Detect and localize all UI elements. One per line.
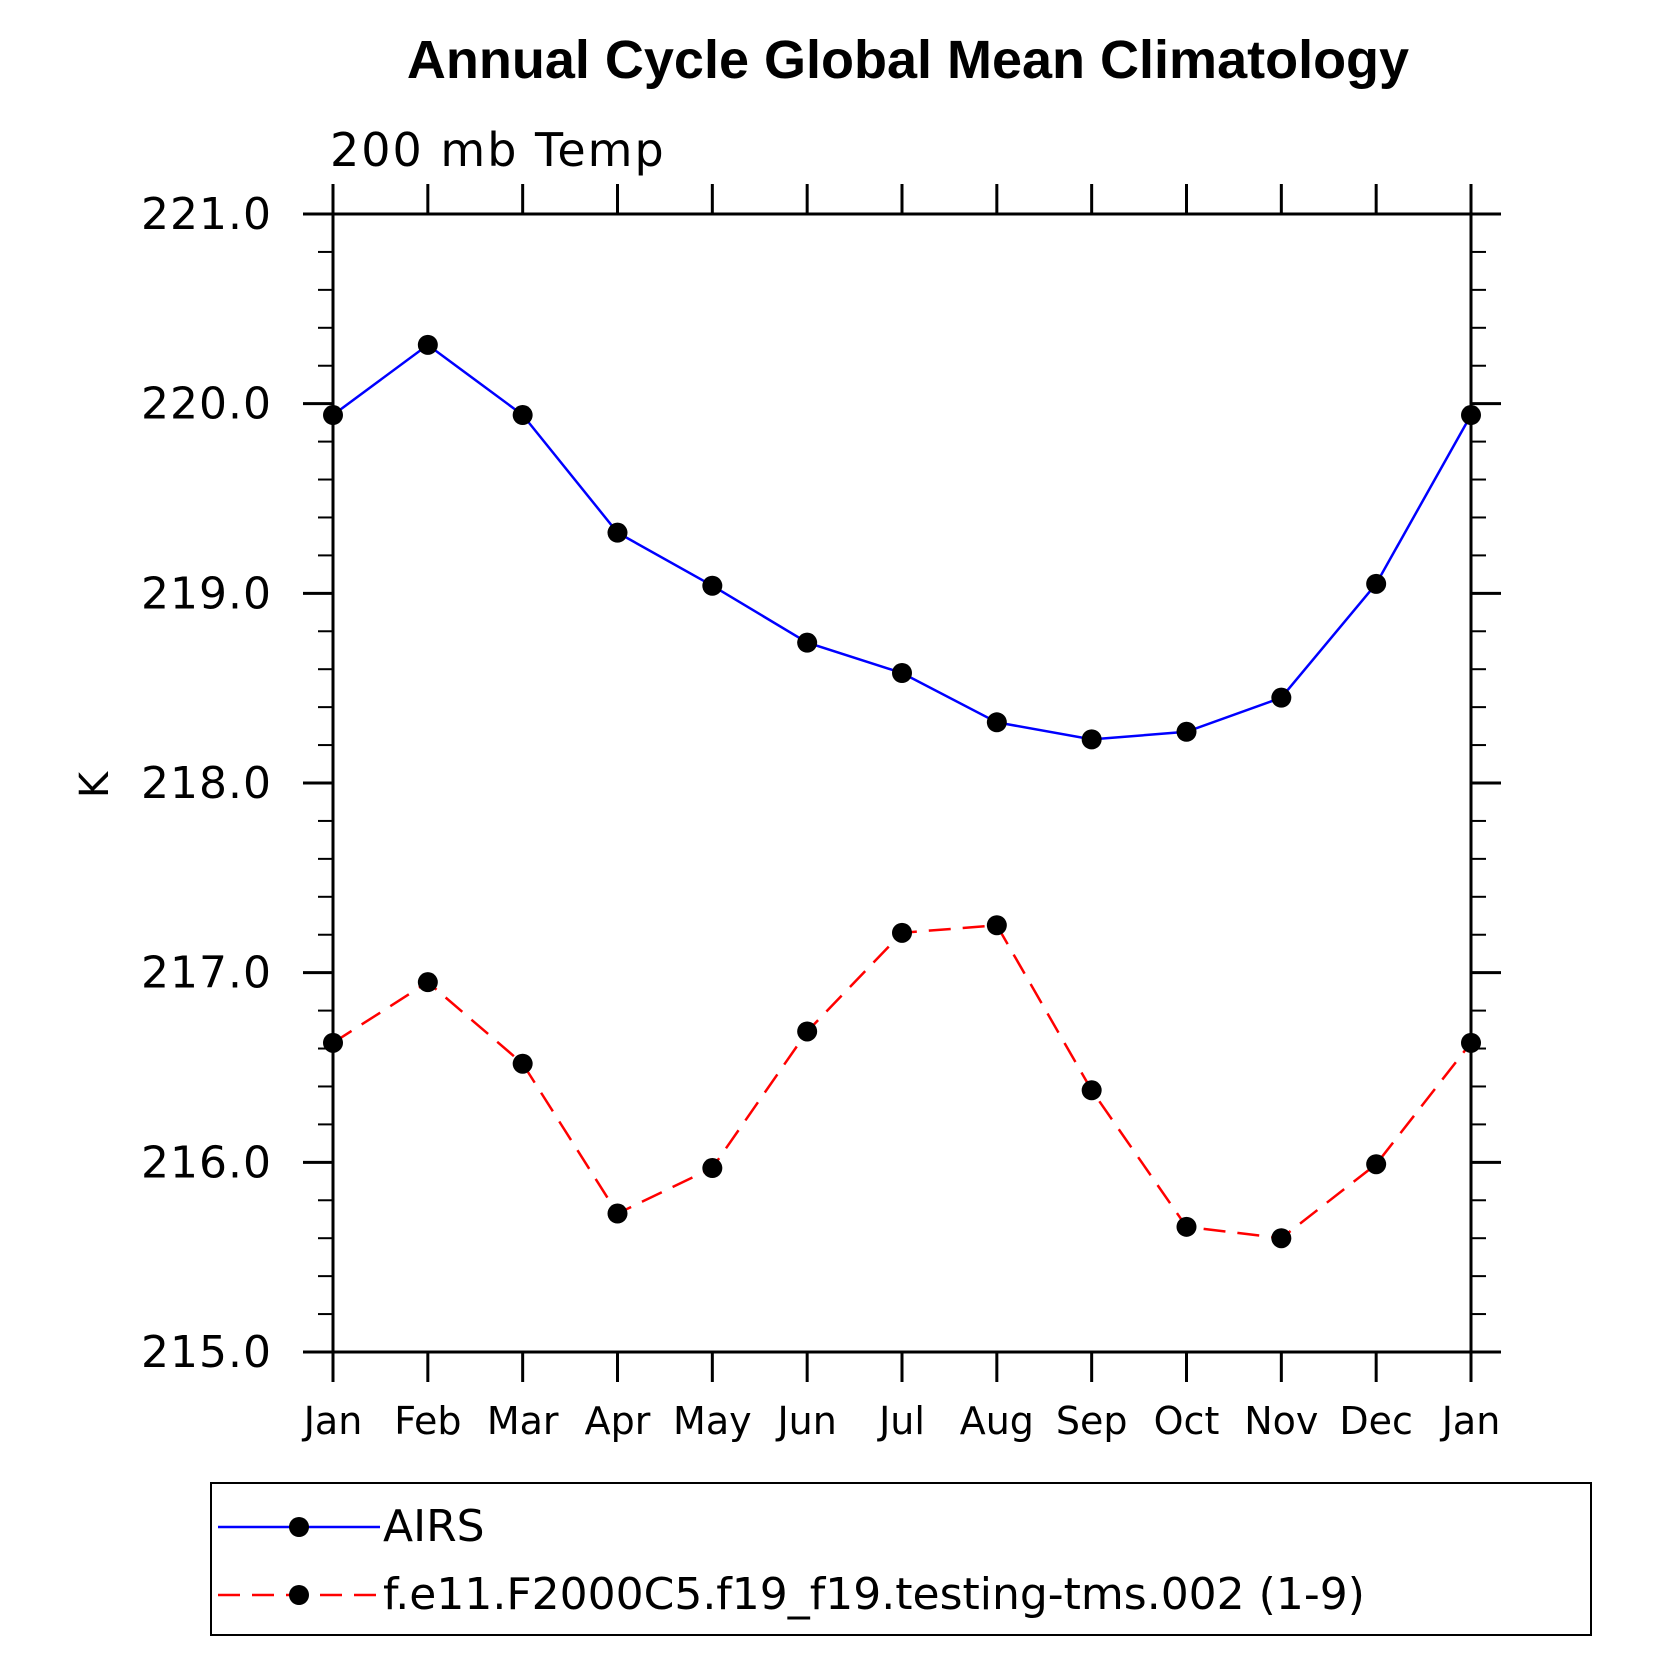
chart-title: Annual Cycle Global Mean Climatology [407, 30, 1409, 90]
data-point-0 [512, 405, 533, 426]
data-point-1 [1461, 1032, 1481, 1053]
x-tick-label: Jul [877, 1399, 925, 1443]
x-tick-label: Sep [1056, 1399, 1128, 1443]
y-tick-label: 220.0 [141, 379, 272, 430]
data-point-0 [1081, 729, 1102, 750]
data-point-0 [417, 334, 438, 355]
data-point-1 [1176, 1216, 1197, 1237]
legend-marker-airs [289, 1517, 309, 1537]
data-point-1 [512, 1053, 533, 1074]
data-point-1 [797, 1021, 818, 1042]
data-point-0 [702, 575, 723, 596]
chart-subtitle: 200 mb Temp [330, 123, 666, 177]
x-tick-labels: Jan Feb Mar Apr May Jun Jul Aug Sep Oct Nov Dec Jan [302, 1399, 1501, 1443]
x-tick-label: Mar [487, 1399, 559, 1443]
x-tick-label: Nov [1244, 1399, 1318, 1443]
legend-marker-model [289, 1585, 309, 1605]
plot-frame [331, 212, 1473, 1354]
x-tick-label: Feb [394, 1399, 461, 1443]
data-point-0 [797, 632, 818, 653]
data-point-0 [986, 712, 1007, 733]
legend-label-model: f.e11.F2000C5.f19_f19.testing-tms.002 (1… [383, 1569, 1365, 1620]
data-point-0 [323, 405, 343, 426]
y-tick-label: 215.0 [141, 1327, 272, 1378]
y-tick-label: 216.0 [141, 1137, 272, 1188]
data-point-0 [1271, 687, 1292, 708]
y-tick-label: 221.0 [141, 189, 272, 240]
data-point-1 [417, 972, 438, 993]
x-tick-label: Apr [585, 1399, 651, 1443]
data-point-1 [702, 1158, 723, 1179]
data-point-1 [1366, 1154, 1387, 1175]
x-tick-label: Jan [1440, 1399, 1501, 1443]
data-point-0 [1461, 405, 1481, 426]
data-point-0 [1176, 721, 1197, 742]
data-point-1 [1271, 1228, 1292, 1249]
data-point-1 [1081, 1080, 1102, 1101]
y-tick-labels: 215.0 216.0 217.0 218.0 219.0 220.0 221.0 [141, 189, 272, 1378]
y-axis-label: K [72, 770, 118, 798]
data-point-0 [607, 522, 628, 543]
axis-ticks [303, 184, 1501, 1382]
series-line-1 [332, 923, 1472, 1240]
data-point-1 [323, 1032, 343, 1053]
y-tick-label: 218.0 [141, 758, 272, 809]
x-tick-label: Jan [302, 1399, 363, 1443]
series-layer [323, 334, 1481, 1249]
x-tick-label: May [673, 1399, 752, 1443]
legend-label-airs: AIRS [383, 1501, 485, 1552]
data-point-1 [986, 915, 1007, 936]
y-tick-label: 219.0 [141, 568, 272, 619]
x-tick-label: Dec [1339, 1399, 1413, 1443]
legend-box [210, 1482, 1592, 1636]
data-point-0 [1366, 573, 1387, 594]
data-point-1 [607, 1203, 628, 1224]
y-tick-label: 217.0 [141, 948, 272, 999]
x-tick-label: Oct [1154, 1399, 1220, 1443]
legend: AIRS f.e11.F2000C5.f19_f19.testing-tms.0… [210, 1482, 1592, 1636]
x-tick-label: Aug [960, 1399, 1034, 1443]
data-point-1 [892, 922, 912, 943]
data-point-0 [892, 662, 912, 683]
x-tick-label: Jun [775, 1399, 836, 1443]
